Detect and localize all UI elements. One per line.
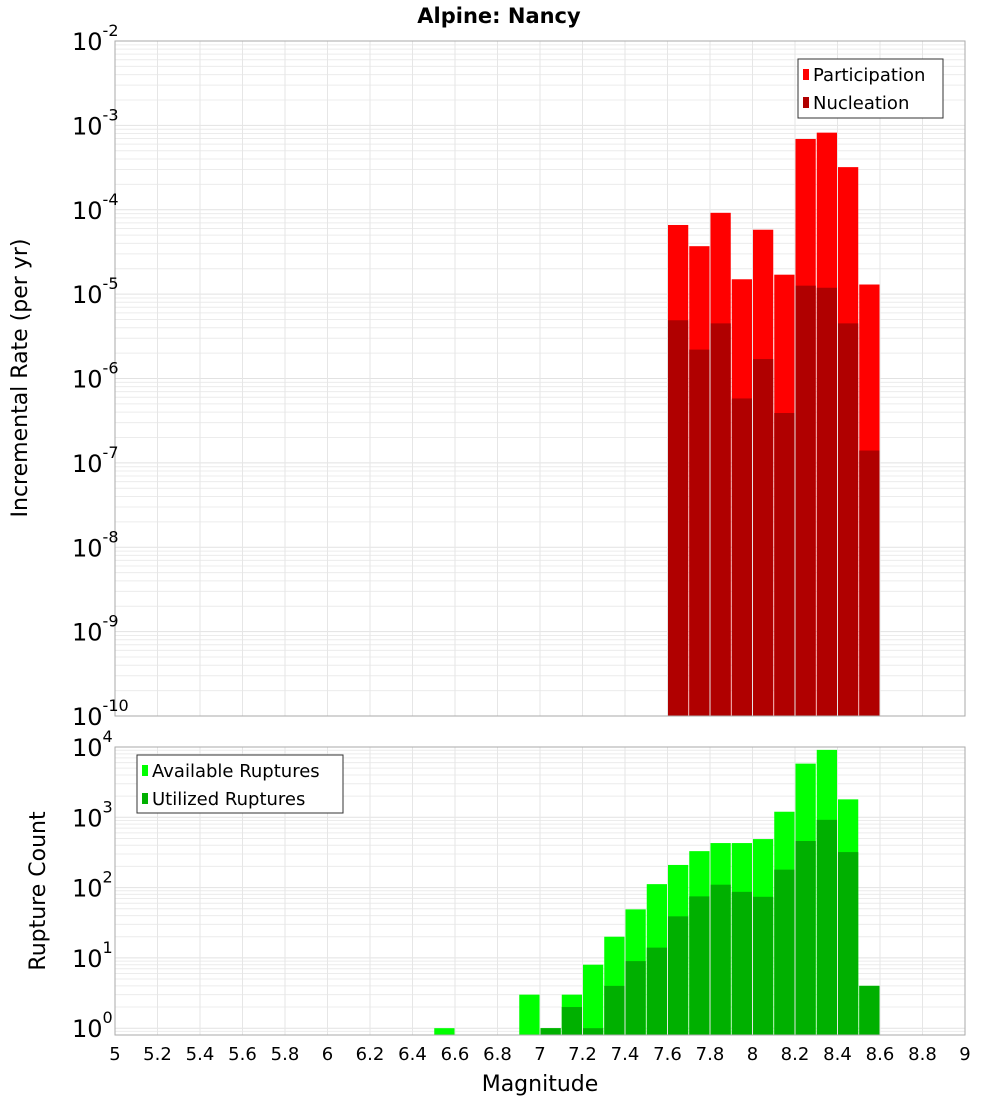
bar-utilized-ruptures <box>774 869 795 1035</box>
legend-box <box>136 754 344 814</box>
legend-swatch <box>803 69 809 80</box>
bar-available-ruptures <box>583 964 604 1035</box>
bar-utilized-ruptures <box>795 841 816 1035</box>
x-tick-label: 7 <box>534 1044 545 1065</box>
legend-swatch <box>142 793 148 804</box>
x-tick-label: 7.4 <box>611 1044 640 1065</box>
bar-utilized-ruptures <box>731 891 752 1035</box>
bar-utilized-ruptures <box>646 947 667 1035</box>
y-tick-label: 101 <box>72 938 113 973</box>
x-tick-label: 5.8 <box>271 1044 300 1065</box>
bar-nucleation <box>816 287 837 716</box>
y-tick-label: 10-3 <box>72 105 119 140</box>
x-tick-label: 6.8 <box>483 1044 512 1065</box>
x-axis-label: Magnitude <box>482 1072 599 1097</box>
x-tick-label: 6.6 <box>441 1044 470 1065</box>
legend-label: Participation <box>813 65 925 86</box>
bar-utilized-ruptures <box>859 985 880 1035</box>
y-tick-label: 10-5 <box>72 274 119 309</box>
plot-frame <box>114 40 966 717</box>
bar-utilized-ruptures <box>816 819 837 1035</box>
bar-utilized-ruptures <box>583 1028 604 1035</box>
bar-nucleation <box>774 413 795 716</box>
bottom-y-axis-label: Rupture Count <box>26 811 51 971</box>
top-chart: 10-10 10-9 10-8 10-7 10-6 10-5 10-4 10-3 10-2 Par… <box>72 21 966 731</box>
chart-title: Alpine: Nancy <box>417 4 581 28</box>
bar-nucleation <box>795 285 816 716</box>
top-y-axis-label: Incremental Rate (per yr) <box>8 239 33 518</box>
y-tick-label: 10-10 <box>72 696 129 731</box>
legend-label: Nucleation <box>813 93 909 114</box>
bar-nucleation <box>731 398 752 716</box>
y-tick-label: 10-9 <box>72 612 119 647</box>
bar-nucleation <box>710 323 731 716</box>
bar-available-ruptures <box>519 994 540 1035</box>
legend-label: Utilized Ruptures <box>152 789 305 810</box>
x-tick-label: 7.6 <box>653 1044 682 1065</box>
y-tick-label: 104 <box>72 727 113 762</box>
bar-nucleation <box>689 349 710 716</box>
bar-utilized-ruptures <box>710 884 731 1035</box>
y-tick-label: 10-4 <box>72 190 119 225</box>
y-tick-label: 10-2 <box>72 21 119 56</box>
bar-nucleation <box>668 320 689 716</box>
x-tick-label: 8 <box>747 1044 758 1065</box>
x-tick-label: 9 <box>959 1044 970 1065</box>
bottom-chart: 100 101 102 103 104 Available Ruptures Utilize… <box>72 727 971 1065</box>
bar-utilized-ruptures <box>753 896 774 1035</box>
x-tick-label: 7.2 <box>568 1044 597 1065</box>
x-tick-label: 5.2 <box>143 1044 172 1065</box>
x-tick-label: 8.6 <box>866 1044 895 1065</box>
x-tick-label: 8.2 <box>781 1044 810 1065</box>
x-tick-label: 6.2 <box>356 1044 385 1065</box>
y-tick-label: 10-6 <box>72 359 119 394</box>
bar-nucleation <box>753 359 774 716</box>
x-tick-label: 7.8 <box>696 1044 725 1065</box>
x-tick-label: 6 <box>322 1044 333 1065</box>
legend-label: Available Ruptures <box>152 761 320 782</box>
bar-nucleation <box>859 450 880 716</box>
x-tick-label: 8.8 <box>908 1044 937 1065</box>
x-tick-label: 5 <box>109 1044 120 1065</box>
x-tick-label: 6.4 <box>398 1044 427 1065</box>
y-tick-label: 103 <box>72 797 113 832</box>
y-tick-label: 10-8 <box>72 527 119 562</box>
legend-box <box>797 58 944 119</box>
bar-utilized-ruptures <box>540 1028 561 1035</box>
bar-utilized-ruptures <box>689 896 710 1035</box>
legend-swatch <box>803 97 809 108</box>
bar-nucleation <box>838 323 859 716</box>
plot-frame <box>114 746 966 1036</box>
x-tick-label: 5.4 <box>186 1044 215 1065</box>
bar-utilized-ruptures <box>561 1007 582 1035</box>
bar-utilized-ruptures <box>838 852 859 1035</box>
y-tick-label: 10-7 <box>72 443 119 478</box>
x-tick-label: 5.6 <box>228 1044 257 1065</box>
bar-utilized-ruptures <box>668 916 689 1035</box>
x-tick-label: 8.4 <box>823 1044 852 1065</box>
y-tick-label: 100 <box>72 1008 113 1043</box>
bar-available-ruptures <box>434 1028 455 1035</box>
legend-swatch <box>142 765 148 776</box>
bar-utilized-ruptures <box>604 985 625 1035</box>
bar-utilized-ruptures <box>625 961 646 1035</box>
y-tick-label: 102 <box>72 868 113 903</box>
